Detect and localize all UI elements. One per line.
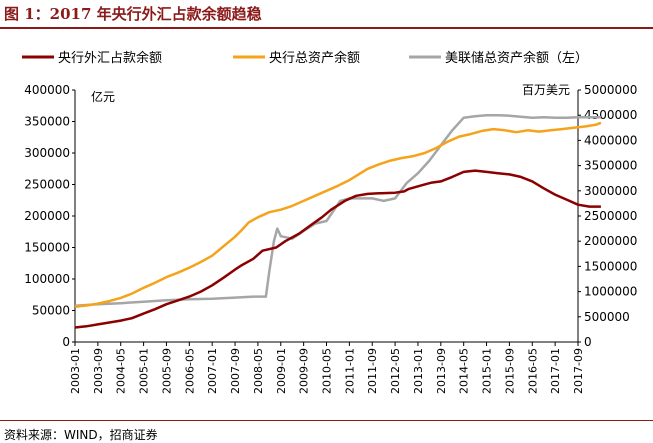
x-tick-label: 2015-09 [503, 348, 516, 394]
right-unit-label: 百万美元 [522, 83, 570, 97]
x-tick-label: 2010-05 [321, 348, 334, 394]
left-tick-label: 0 [62, 335, 70, 349]
left-tick-label: 400000 [24, 83, 70, 97]
left-tick-label: 50000 [32, 304, 70, 318]
x-tick-label: 2013-09 [435, 348, 448, 394]
right-tick-label: 3500000 [584, 159, 637, 173]
x-tick-label: 2005-01 [138, 348, 151, 394]
x-tick-label: 2013-01 [412, 348, 425, 394]
x-tick-label: 2003-09 [92, 348, 105, 394]
right-tick-label: 5000000 [584, 83, 637, 97]
x-tick-label: 2017-09 [572, 348, 585, 394]
x-tick-label: 2014-05 [458, 348, 471, 394]
left-tick-label: 300000 [24, 146, 70, 160]
x-tick-label: 2011-09 [366, 348, 379, 394]
right-tick-label: 4500000 [584, 108, 637, 122]
x-tick-label: 2006-05 [183, 348, 196, 394]
left-tick-label: 250000 [24, 178, 70, 192]
x-tick-label: 2007-09 [229, 348, 242, 394]
right-tick-label: 1500000 [584, 259, 637, 273]
x-tick-label: 2005-09 [160, 348, 173, 394]
source-note: 资料来源：WIND，招商证券 [4, 428, 158, 442]
x-tick-label: 2012-05 [389, 348, 402, 394]
right-tick-label: 3000000 [584, 184, 637, 198]
figure-title: 图 1：2017 年央行外汇占款余额趋稳 [4, 5, 262, 23]
left-tick-label: 350000 [24, 115, 70, 129]
legend: 央行外汇占款余额 央行总资产余额 美联储总资产余额（左） [22, 50, 588, 66]
right-tick-label: 0 [584, 335, 592, 349]
title-rule [0, 27, 653, 29]
series-line-0 [74, 169, 601, 329]
x-tick-label: 2008-05 [252, 348, 265, 394]
left-unit-label: 亿元 [91, 89, 115, 104]
x-tick-label: 2016-05 [526, 348, 539, 394]
right-tick-label: 4000000 [584, 133, 637, 147]
right-tick-label: 1000000 [584, 285, 637, 299]
legend-label-1: 央行总资产余额 [269, 50, 360, 66]
right-tick-label: 2500000 [584, 209, 637, 223]
series-line-2 [74, 113, 601, 307]
x-tick-label: 2003-01 [69, 348, 82, 394]
x-tick-label: 2004-05 [115, 348, 128, 394]
legend-label-2: 美联储总资产余额（左） [445, 50, 588, 66]
x-tick-label: 2007-01 [206, 348, 219, 394]
x-tick-label: 2017-01 [549, 348, 562, 394]
x-tick-label: 2009-01 [275, 348, 288, 394]
left-tick-label: 150000 [24, 241, 70, 255]
x-tick-label: 2015-01 [481, 348, 494, 394]
series-line-1 [74, 121, 602, 308]
x-tick-label: 2009-09 [298, 348, 311, 394]
right-tick-label: 2000000 [584, 234, 637, 248]
x-tick-label: 2011-01 [343, 348, 356, 394]
source-rule [0, 420, 653, 421]
left-tick-label: 100000 [24, 272, 70, 286]
legend-label-0: 央行外汇占款余额 [58, 50, 162, 66]
right-tick-label: 500000 [584, 310, 630, 324]
plot-area: 0 50000 100000 150000 200000 250000 300000 3500… [24, 83, 637, 394]
left-tick-label: 200000 [24, 209, 70, 223]
